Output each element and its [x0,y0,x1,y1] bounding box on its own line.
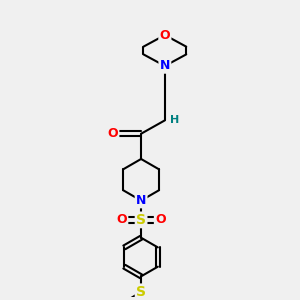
Text: O: O [107,127,118,140]
Text: O: O [116,213,127,226]
Text: S: S [136,213,146,227]
Text: S: S [136,285,146,299]
Text: H: H [170,115,179,125]
Text: N: N [160,59,170,73]
Text: N: N [136,194,146,207]
Text: O: O [155,213,166,226]
Text: O: O [160,28,170,42]
